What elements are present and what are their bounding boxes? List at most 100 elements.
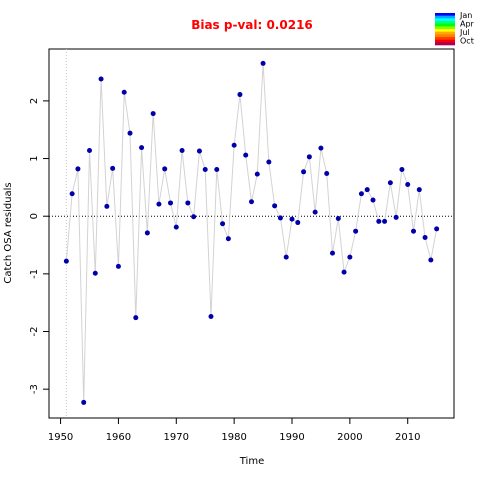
residual-point xyxy=(399,167,405,173)
x-tick-label: 1970 xyxy=(164,432,189,443)
residual-point xyxy=(249,199,254,205)
legend-label: Apr xyxy=(460,20,475,29)
x-tick-label: 2010 xyxy=(395,432,420,443)
residual-point xyxy=(139,145,145,151)
legend-label: Jan xyxy=(459,11,472,20)
residual-point xyxy=(318,145,324,151)
residual-point xyxy=(156,201,162,207)
legend-color-swatch xyxy=(435,13,455,16)
legend-label: Jul xyxy=(459,28,470,37)
residual-point xyxy=(434,226,440,232)
y-tick-label: -1 xyxy=(29,269,40,279)
residual-point xyxy=(150,111,156,117)
residual-point xyxy=(358,191,364,197)
residual-point xyxy=(133,315,139,321)
residual-point xyxy=(243,152,249,158)
residual-point xyxy=(277,215,283,221)
residual-point xyxy=(162,166,168,172)
plot-frame xyxy=(48,48,455,419)
residual-point xyxy=(387,180,393,186)
residual-line xyxy=(65,63,438,403)
residual-point xyxy=(127,130,133,136)
residual-point xyxy=(295,220,301,226)
residual-point xyxy=(179,147,185,153)
residual-point xyxy=(69,191,75,197)
residual-point xyxy=(202,167,208,173)
residual-point xyxy=(306,154,312,160)
residual-point xyxy=(411,228,416,234)
residual-point xyxy=(382,218,388,224)
residual-point xyxy=(266,159,272,165)
residual-point xyxy=(231,142,237,148)
residual-point xyxy=(272,203,278,209)
y-tick-label: 0 xyxy=(29,213,40,219)
residual-point xyxy=(92,270,98,276)
residual-point xyxy=(220,221,226,227)
legend-color-swatch xyxy=(435,18,455,22)
y-tick-label: -3 xyxy=(29,384,40,394)
residual-point xyxy=(376,218,382,224)
residual-point xyxy=(330,250,335,256)
legend-color-swatch xyxy=(435,21,455,24)
residual-point xyxy=(364,187,370,193)
residual-point xyxy=(110,165,116,171)
x-tick-label: 2000 xyxy=(337,432,362,443)
residual-point xyxy=(341,269,347,275)
y-axis-label: Catch OSA residuals xyxy=(3,182,14,283)
residual-point xyxy=(422,235,428,241)
residual-point xyxy=(301,169,307,175)
legend-color-swatch xyxy=(435,31,455,35)
y-tick-label: -2 xyxy=(29,327,40,337)
residual-point xyxy=(370,197,376,203)
residual-point xyxy=(254,171,260,177)
residual-point xyxy=(428,257,434,263)
residual-point xyxy=(168,200,173,206)
residual-point xyxy=(81,399,87,405)
residual-point xyxy=(237,92,243,98)
residual-point xyxy=(393,214,399,220)
residual-point xyxy=(121,89,127,95)
x-tick-label: 1960 xyxy=(106,432,131,443)
y-axis: -3 -2 -1 0 1 2 xyxy=(29,98,50,394)
y-tick-label: 2 xyxy=(29,98,40,104)
legend-label: Oct xyxy=(460,37,474,46)
legend-color-swatch xyxy=(435,34,455,38)
residual-point xyxy=(289,216,295,222)
x-tick-label: 1950 xyxy=(48,432,73,443)
residual-point xyxy=(185,200,191,206)
residual-point xyxy=(191,214,197,220)
legend-color-swatch xyxy=(435,39,455,43)
x-tick-label: 1980 xyxy=(221,432,246,443)
residual-point xyxy=(335,216,341,222)
residual-point xyxy=(98,76,104,82)
residual-point xyxy=(208,314,214,320)
residual-point xyxy=(104,203,110,209)
residual-point xyxy=(87,147,92,153)
residual-point xyxy=(283,254,289,260)
residual-point xyxy=(347,254,353,260)
x-axis-label: Time xyxy=(239,456,264,467)
legend-color-swatch xyxy=(435,26,455,30)
residual-point xyxy=(144,230,150,236)
residual-point xyxy=(312,209,318,215)
residual-point xyxy=(405,181,411,187)
residual-point xyxy=(260,60,266,66)
residual-point xyxy=(214,167,220,173)
residual-point xyxy=(75,166,81,172)
x-tick-label: 1990 xyxy=(279,432,304,443)
residual-point xyxy=(225,236,231,242)
residual-point xyxy=(324,171,330,177)
residual-point xyxy=(115,263,121,269)
legend-color-swatch xyxy=(435,42,455,46)
legend-color-swatch xyxy=(435,23,455,27)
residual-point xyxy=(353,228,359,234)
residual-point xyxy=(416,187,422,193)
residual-point xyxy=(196,148,202,154)
residual-point xyxy=(63,258,69,264)
legend-color-swatch xyxy=(435,29,455,32)
residual-point xyxy=(173,224,179,230)
legend-color-swatch xyxy=(435,37,455,40)
y-tick-label: 1 xyxy=(29,155,40,161)
